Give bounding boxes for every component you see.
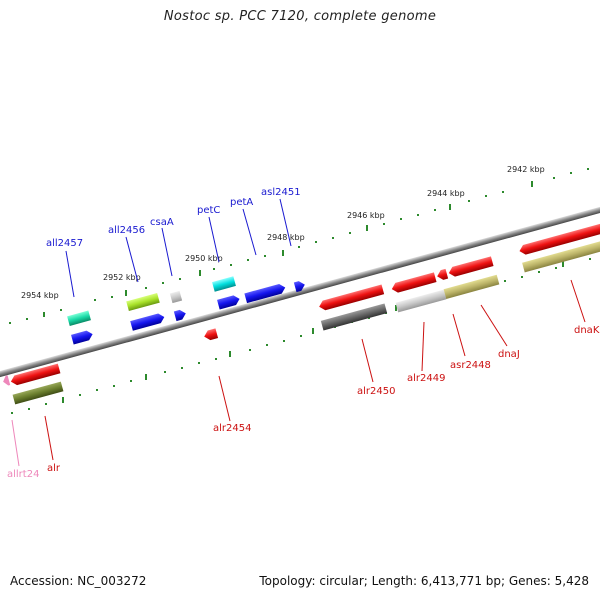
gene-label-dnaJ[interactable]: dnaJ [498,349,520,360]
gene-bar[interactable] [12,381,64,405]
kbp-label: 2942 kbp [507,165,545,174]
gene-asl2451[interactable] [293,280,306,293]
gene-allrt24[interactable] [2,375,11,386]
page-title: Nostoc sp. PCC 7120, complete genome [163,9,437,24]
upper-features [67,276,306,345]
gene-label-alr2454[interactable]: alr2454 [213,423,251,434]
kbp-label: 2952 kbp [103,273,141,282]
gene-arrow[interactable] [217,294,241,310]
kbp-label: 2948 kbp [267,233,305,242]
gene-label-dnaK[interactable]: dnaK [574,325,600,336]
upper-tick-track [9,168,589,324]
lower-features [2,223,600,405]
gene-bar[interactable] [522,240,600,273]
gene-dnaJ[interactable] [447,256,494,278]
genome-backbone [0,196,600,388]
gene-label-all2456[interactable]: all2456 [108,225,145,236]
gene-alr2450[interactable] [318,284,385,311]
gene-asr2448[interactable] [436,268,449,281]
gene-csaA[interactable] [169,290,183,304]
gene-label-allrt24[interactable]: allrt24 [7,469,39,480]
gene-label-petC[interactable]: petC [197,205,220,216]
gene-arrow[interactable] [130,312,165,331]
kbp-label: 2946 kbp [347,211,385,220]
kbp-label: 2944 kbp [427,189,465,198]
gene-alr[interactable] [10,363,61,387]
gene-label-alr[interactable]: alr [47,463,61,474]
gene-bar[interactable] [395,289,447,313]
gene-arrow[interactable] [71,329,94,345]
kbp-label: 2950 kbp [185,254,223,263]
gene-all2457[interactable] [67,310,91,326]
gene-label-alr2450[interactable]: alr2450 [357,386,395,397]
gene-label-asl2451[interactable]: asl2451 [261,187,301,198]
gene-label-petA[interactable]: petA [230,197,253,208]
accession-text: Accession: NC_003272 [10,574,147,588]
lower-tick-track [11,258,591,414]
gene-label-alr2449[interactable]: alr2449 [407,373,445,384]
gene-dnaK[interactable] [518,223,600,256]
gene-label-asr2448[interactable]: asr2448 [450,360,491,371]
gene-arrow[interactable] [173,309,187,322]
gene-petA[interactable] [244,283,286,304]
gene-label-all2457[interactable]: all2457 [46,238,83,249]
genome-summary-text: Topology: circular; Length: 6,413,771 bp… [259,574,589,588]
gene-alr2449[interactable] [390,272,437,294]
kbp-label: 2954 kbp [21,291,59,300]
gene-petC[interactable] [212,276,236,292]
gene-bar[interactable] [320,303,388,331]
gene-bar[interactable] [443,274,500,299]
gene-alr2454[interactable] [203,328,219,341]
gene-all2456[interactable] [126,292,160,312]
gene-label-csaA[interactable]: csaA [150,217,174,228]
